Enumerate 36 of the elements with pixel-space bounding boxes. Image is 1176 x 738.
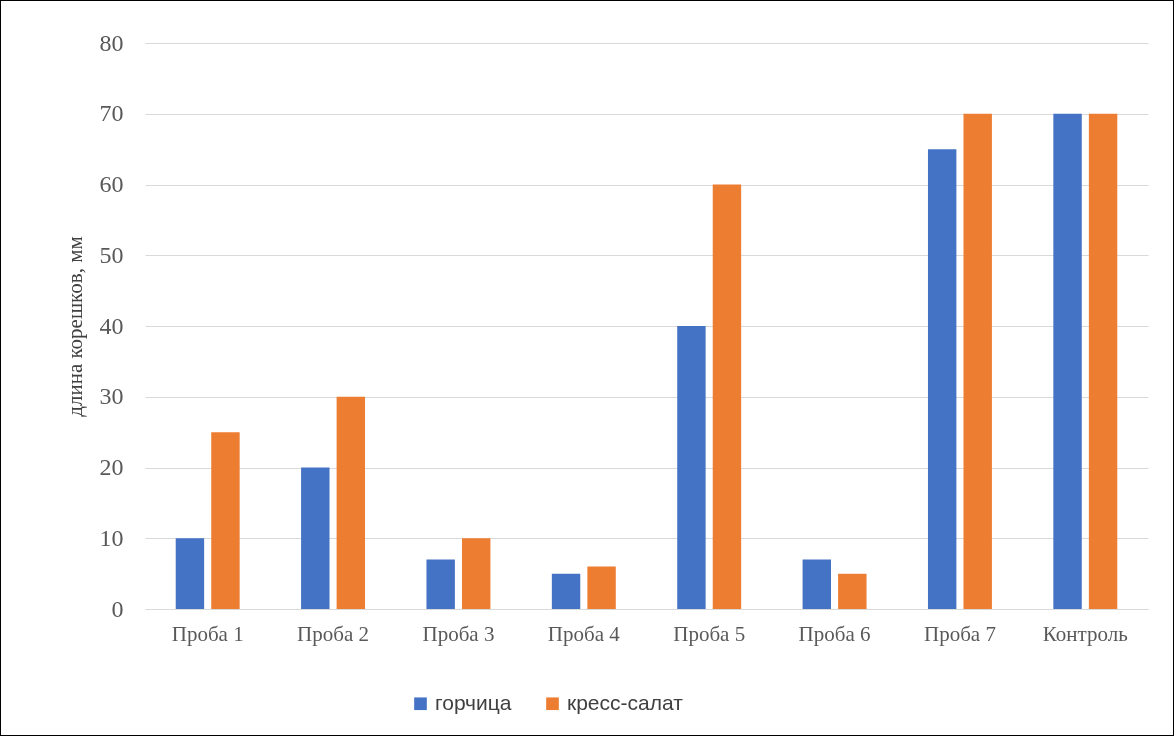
y-tick-label: 80: [99, 29, 124, 56]
y-tick-label: 30: [99, 383, 124, 410]
bar: [301, 467, 330, 609]
y-tick-label: 70: [99, 100, 124, 127]
x-tick-label: Проба 4: [547, 621, 621, 646]
bar: [802, 559, 832, 609]
bar: [1053, 113, 1082, 609]
bar: [677, 326, 706, 609]
x-tick-label: Проба 5: [673, 621, 746, 646]
x-tick-label: Проба 2: [297, 621, 370, 646]
x-tick-label: Контроль: [1042, 621, 1128, 646]
bar: [211, 432, 240, 609]
bar: [927, 149, 957, 609]
legend-label: кресс-салат: [567, 690, 684, 714]
y-axis-title: длина корешков, мм: [62, 236, 87, 417]
bar: [175, 538, 205, 609]
legend-label: горчица: [435, 690, 512, 714]
bar: [963, 113, 992, 609]
bar: [336, 396, 366, 609]
x-tick-label: Проба 6: [798, 621, 871, 646]
y-tick-label: 0: [111, 595, 124, 622]
bar: [838, 573, 867, 609]
y-tick-label: 60: [99, 171, 124, 197]
bar: [461, 538, 491, 609]
y-tick-label: 20: [99, 454, 124, 480]
bar: [426, 559, 455, 609]
y-tick-label: 40: [99, 312, 124, 339]
x-tick-label: Проба 7: [923, 621, 996, 646]
y-tick-label: 50: [99, 241, 124, 268]
bar: [712, 184, 742, 609]
bar: [1088, 113, 1118, 609]
x-tick-label: Проба 3: [422, 621, 495, 646]
x-tick-label: Проба 1: [171, 621, 244, 646]
bar: [587, 566, 616, 609]
y-tick-label: 10: [99, 524, 124, 551]
bar: [551, 573, 581, 609]
